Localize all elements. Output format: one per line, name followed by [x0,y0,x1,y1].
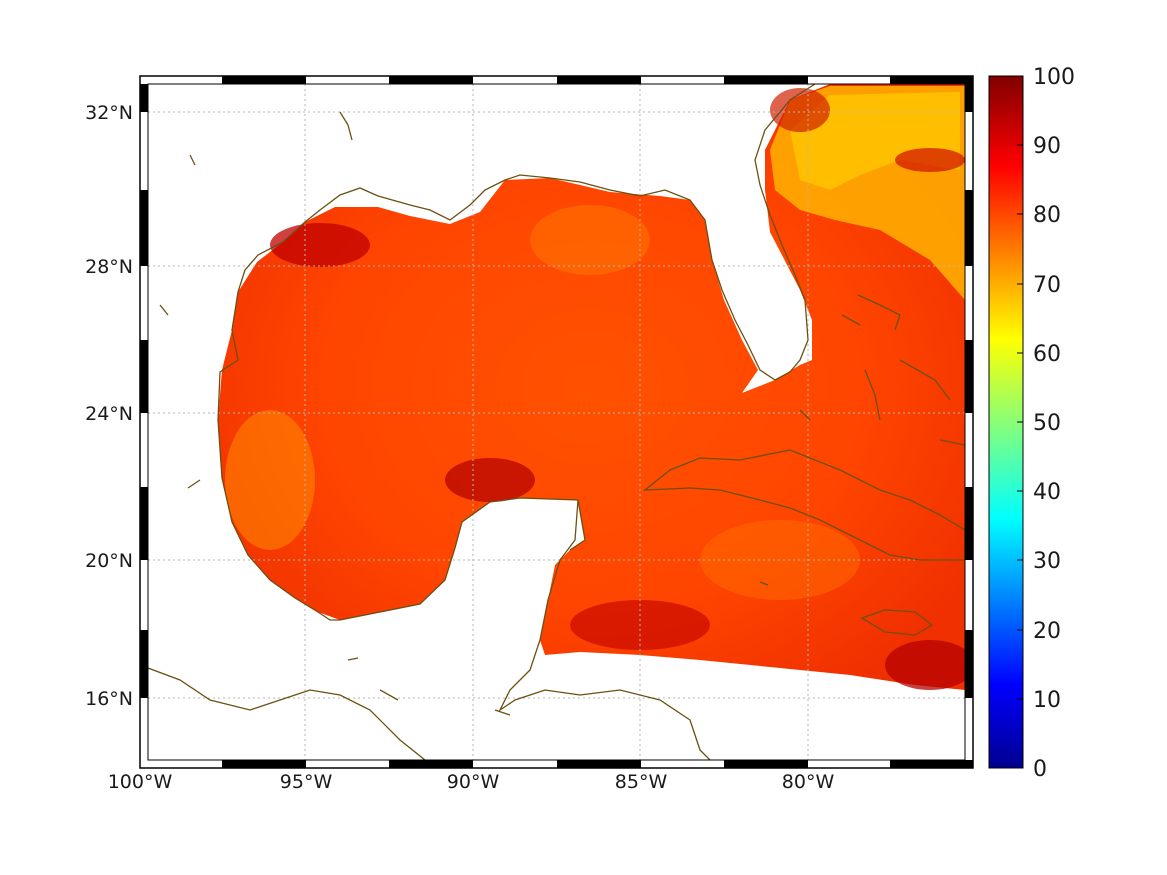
colorbar-label: 0 [1033,757,1047,782]
lat-label: 28°N [85,256,133,278]
coast-florida-panhandle [549,84,816,381]
atlantic-warm-core [790,92,960,190]
lat-label: 20°N [85,550,133,572]
coast-jamaica [860,609,934,636]
plot-frame-inner [147,83,966,761]
colorbar-label: 20 [1033,619,1061,644]
colorbar-label: 40 [1033,480,1061,505]
colorbar-label: 10 [1033,688,1061,713]
colorbar-label: 70 [1033,273,1061,298]
colorbar-label: 100 [1033,65,1075,90]
lat-label: 16°N [85,688,133,710]
coast-cuba [643,449,965,561]
lat-labels: 32°N 28°N 24°N 20°N 16°N [85,102,133,710]
cool-patch-north-gulf [530,205,650,275]
colorbar-label: 50 [1033,411,1061,436]
hotspot-central-gulf [445,458,535,502]
coast-texas-louisiana [237,174,551,293]
hotspot-ne-atlantic [895,148,965,172]
hotspot-fl-coast [770,88,830,132]
lon-label: 90°W [447,771,500,793]
coast-central-america [148,667,426,760]
colorbar: 100 90 80 70 60 50 40 30 20 10 0 [988,65,1075,782]
colorbar-label: 80 [1033,203,1061,228]
coast-bahamas [841,294,965,446]
cool-patch-west-gulf [225,410,315,550]
colorbar-label: 90 [1033,134,1061,159]
colorbar-ticks [1017,144,1023,700]
lon-label: 85°W [615,771,668,793]
hotspot-nw-gulf [270,223,370,267]
map-frame [139,75,974,769]
colorbar-label: 30 [1033,549,1061,574]
coast-small-islands [159,111,811,716]
frame-checker [140,76,973,768]
lat-label: 24°N [85,403,133,425]
lon-label: 100°W [108,771,173,793]
lon-labels: 100°W 95°W 90°W 85°W 80°W [108,771,835,793]
lon-label: 95°W [280,771,333,793]
coast-yucatan [498,499,711,760]
hotspot-se [885,640,965,690]
colorbar-label: 60 [1033,342,1061,367]
lat-label: 32°N [85,102,133,124]
coastlines [148,84,965,760]
colorbar-gradient [988,75,1024,769]
lon-label: 80°W [782,771,835,793]
coast-us-gulf [217,291,586,621]
